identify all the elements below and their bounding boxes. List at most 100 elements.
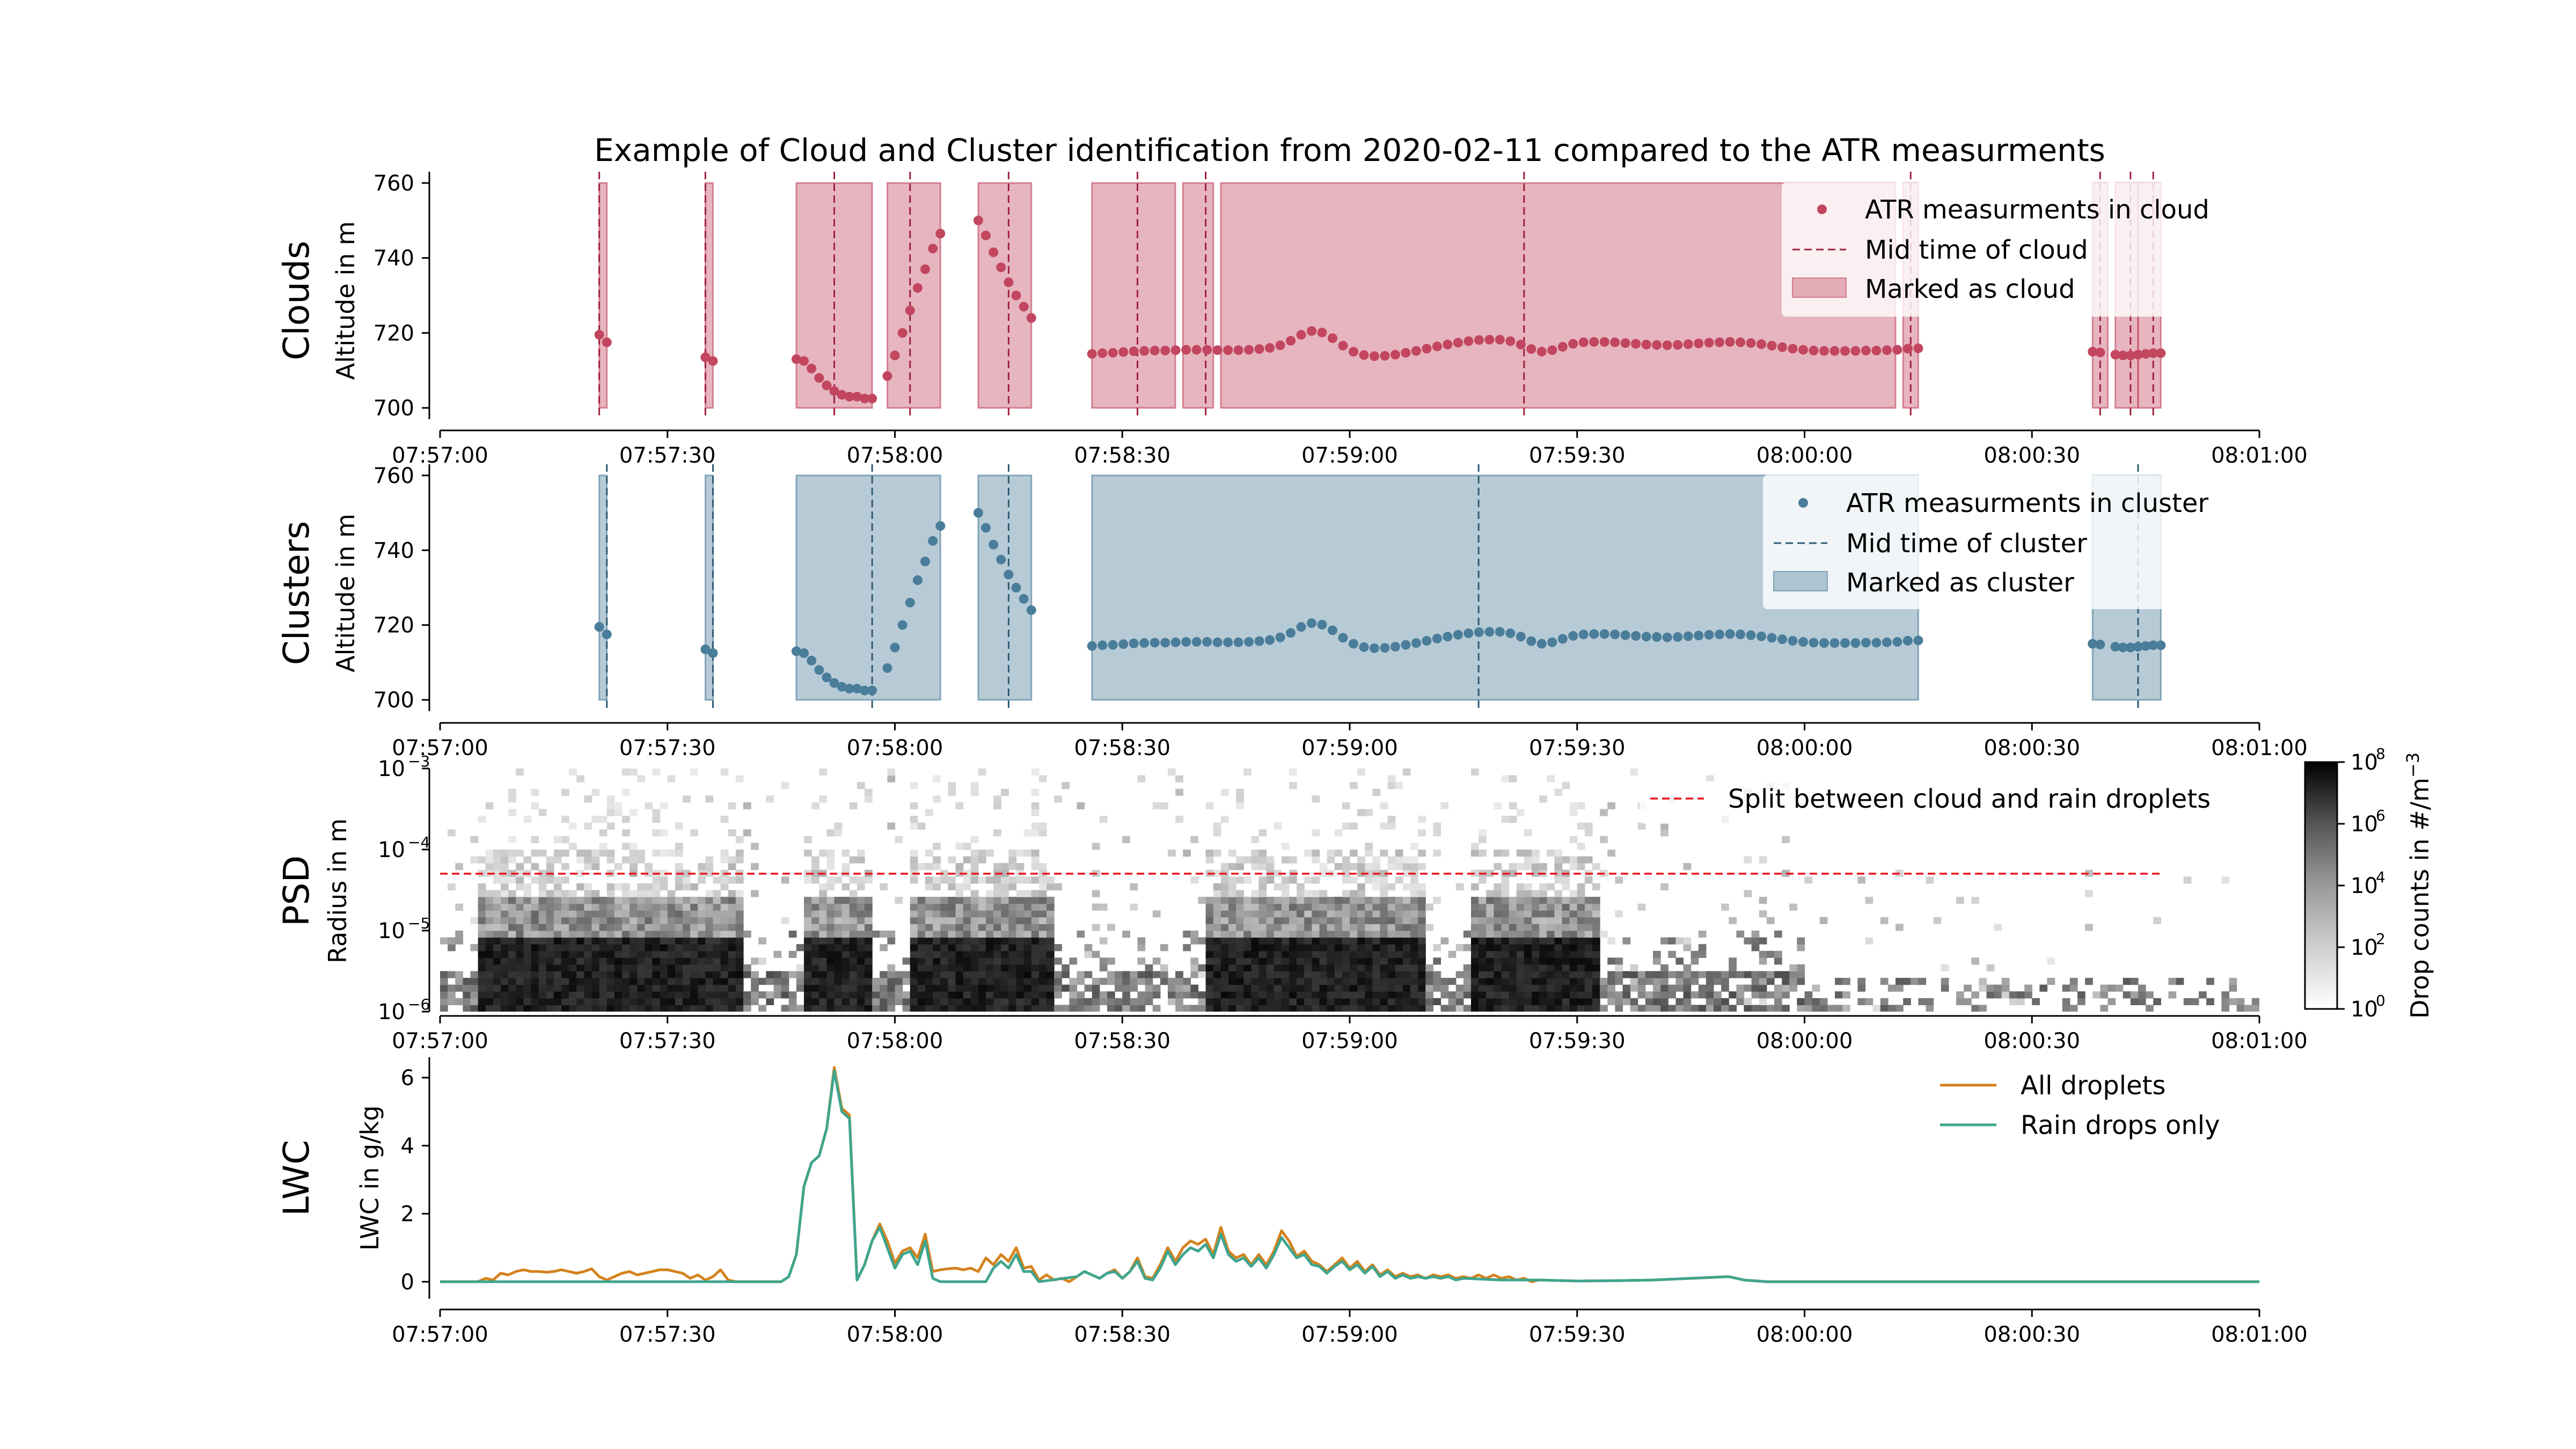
psd-cell: [1297, 931, 1305, 938]
psd-cell: [917, 903, 926, 911]
psd-cell: [1896, 924, 1904, 931]
psd-cell: [1145, 978, 1153, 985]
psd-cell: [683, 924, 691, 931]
psd-cell: [1357, 910, 1365, 918]
psd-cell: [637, 890, 645, 897]
psd-cell: [1327, 957, 1335, 965]
psd-cell: [933, 998, 941, 1006]
psd-cell: [1395, 998, 1403, 1006]
psd-cell: [698, 971, 706, 978]
psd-cell: [963, 944, 971, 952]
clusters-legend-marked: Marked as cluster: [1846, 568, 2074, 598]
psd-cell: [1054, 984, 1062, 992]
psd-cell: [849, 998, 858, 1006]
psd-cell: [1236, 863, 1244, 870]
psd-cell: [1479, 850, 1487, 857]
psd-cell: [2123, 991, 2131, 999]
psd-cell: [917, 910, 926, 918]
psd-cell: [751, 890, 759, 897]
psd-cell: [485, 1005, 494, 1012]
psd-cell: [1797, 1005, 1805, 1012]
psd-y-ticks: 10−610−510−410−3: [378, 752, 430, 1024]
psd-cell: [660, 850, 668, 857]
psd-cell: [630, 978, 638, 985]
psd-cell: [948, 957, 956, 965]
psd-cell: [523, 883, 532, 891]
psd-cell: [751, 984, 759, 992]
psd-cell: [970, 944, 979, 952]
clusters-point: [1453, 630, 1463, 640]
psd-cell: [1501, 903, 1510, 911]
y-tick-label: 740: [374, 538, 414, 563]
psd-cell: [826, 957, 835, 965]
psd-cell: [1766, 978, 1775, 985]
psd-cell: [1365, 957, 1373, 965]
psd-cell: [1569, 897, 1578, 904]
clusters-point: [1401, 640, 1411, 650]
psd-cell: [1281, 843, 1290, 850]
clouds-point: [1265, 343, 1275, 353]
psd-cell: [637, 903, 645, 911]
clouds-point: [1578, 337, 1589, 347]
psd-cell: [826, 950, 835, 958]
psd-cell: [485, 991, 494, 999]
colorbar-label: Drop counts in #/m−3: [2403, 752, 2434, 1019]
psd-cell: [1281, 924, 1290, 931]
psd-cell: [508, 1005, 516, 1012]
clouds-point: [1369, 351, 1379, 361]
psd-cell: [1539, 897, 1547, 904]
psd-cell: [652, 883, 661, 891]
psd-cell: [865, 971, 873, 978]
psd-cell: [675, 1005, 683, 1012]
clouds-point: [996, 262, 1006, 273]
psd-cell: [569, 897, 577, 904]
psd-cell: [1539, 795, 1547, 803]
psd-cell: [713, 910, 721, 918]
psd-cell: [1509, 931, 1517, 938]
psd-cell: [1281, 876, 1290, 884]
psd-cell: [614, 863, 623, 870]
psd-cell: [1099, 957, 1108, 965]
clouds-point: [1526, 344, 1536, 354]
psd-cell: [1319, 944, 1328, 952]
psd-cell: [1205, 964, 1214, 972]
psd-cell: [1842, 978, 1850, 985]
psd-cell: [933, 883, 941, 891]
psd-cell: [917, 917, 926, 925]
psd-cell: [683, 1005, 691, 1012]
psd-cell: [865, 991, 873, 999]
psd-cell: [804, 931, 812, 938]
psd-cell: [1577, 924, 1585, 931]
psd-cell: [606, 931, 615, 938]
psd-cell: [1971, 1005, 1979, 1012]
x-tick-label: 08:00:30: [1984, 736, 2080, 760]
psd-cell: [713, 950, 721, 958]
psd-cell: [1471, 869, 1479, 877]
psd-cell: [735, 984, 744, 992]
psd-cell: [485, 944, 494, 952]
psd-cell: [1365, 937, 1373, 945]
psd-cell: [1001, 978, 1009, 985]
psd-cell: [1880, 998, 1889, 1006]
psd-cell: [698, 863, 706, 870]
psd-cell: [1418, 971, 1426, 978]
psd-cell: [2069, 984, 2078, 992]
psd-cell: [1251, 964, 1260, 972]
psd-cell: [1402, 971, 1411, 978]
clouds-point: [791, 354, 801, 364]
psd-cell: [1569, 964, 1578, 972]
psd-cell: [1501, 964, 1510, 972]
psd-cell: [569, 931, 577, 938]
psd-cell: [1971, 897, 1979, 904]
psd-cell: [1494, 883, 1502, 891]
psd-cell: [1266, 964, 1275, 972]
psd-cell: [910, 850, 918, 857]
psd-cell: [2199, 991, 2207, 999]
psd-cell: [531, 957, 539, 965]
psd-cell: [1297, 984, 1305, 992]
psd-cell: [1228, 876, 1236, 884]
psd-cell: [917, 897, 926, 904]
psd-cell: [1804, 998, 1813, 1006]
psd-cell: [1532, 937, 1540, 945]
